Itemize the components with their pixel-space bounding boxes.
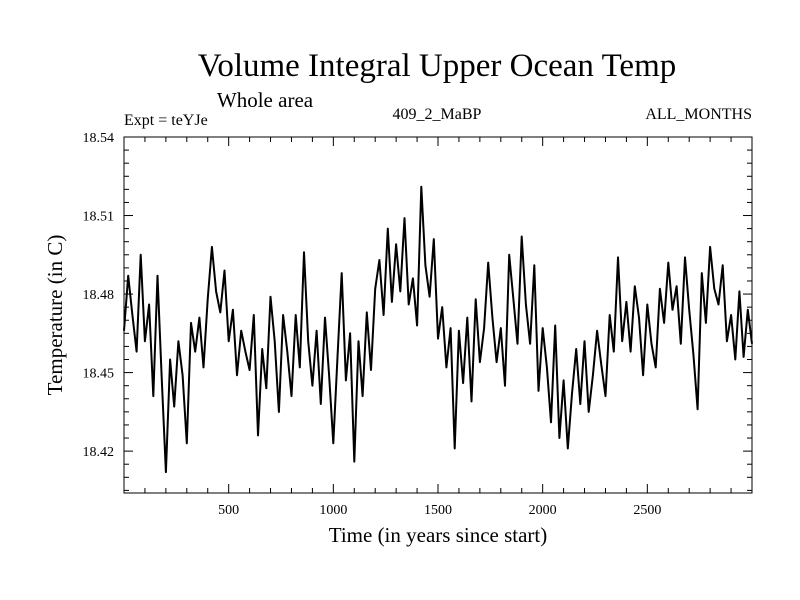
y-tick-label: 18.48	[83, 288, 115, 303]
y-tick-label: 18.45	[83, 367, 115, 382]
experiment-label: Expt = teYJe	[124, 112, 208, 129]
series-line-0	[123, 185, 753, 474]
chart-subtitle: Whole area	[217, 88, 314, 112]
y-axis-label: Temperature (in C)	[43, 235, 67, 396]
x-tick-label: 500	[218, 503, 239, 518]
x-tick-label: 1000	[319, 503, 347, 518]
chart-title: Volume Integral Upper Ocean Temp	[198, 48, 676, 84]
months-label: ALL_MONTHS	[645, 106, 752, 123]
run-label: 409_2_MaBP	[393, 106, 482, 123]
plot-area	[123, 185, 753, 474]
x-tick-label: 2500	[633, 503, 661, 518]
y-tick-label: 18.51	[83, 210, 115, 225]
y-tick-label: 18.42	[83, 445, 115, 460]
x-axis-label: Time (in years since start)	[329, 523, 548, 547]
x-tick-label: 2000	[529, 503, 557, 518]
x-axis-ticks: 500 1000 1500 2000 2500	[144, 137, 732, 518]
y-axis-ticks: 18.42 18.45 18.48 18.51 18.54	[83, 131, 752, 491]
y-tick-label: 18.54	[83, 131, 115, 146]
x-tick-label: 1500	[424, 503, 452, 518]
